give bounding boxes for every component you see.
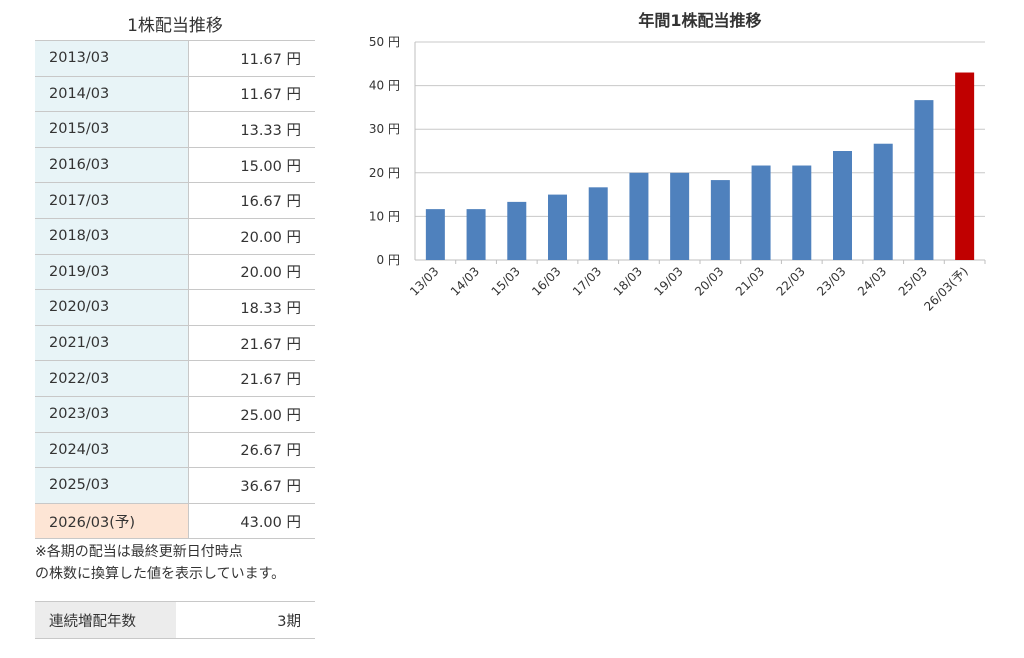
streak-value: 3期 (176, 601, 315, 640)
streak-label: 連続増配年数 (35, 601, 176, 640)
x-tick-label: 24/03 (855, 264, 889, 298)
period-cell: 2021/03 (35, 325, 189, 362)
x-tick-label: 14/03 (448, 264, 482, 298)
x-tick-label: 20/03 (692, 264, 726, 298)
x-tick-label: 17/03 (570, 264, 604, 298)
period-cell: 2017/03 (35, 182, 189, 219)
x-tick-label: 16/03 (529, 264, 563, 298)
y-tick-label: 50 円 (369, 35, 400, 49)
period-cell: 2014/03 (35, 76, 189, 113)
bar (914, 100, 934, 260)
bar (873, 143, 893, 260)
period-cell: 2015/03 (35, 111, 189, 148)
table-row: 2014/03 11.67 円 (35, 76, 315, 113)
amount-cell: 21.67 円 (188, 325, 315, 362)
bar (425, 209, 445, 260)
table-row: 2026/03(予) 43.00 円 (35, 503, 315, 540)
amount-cell: 18.33 円 (188, 289, 315, 326)
bar (629, 172, 649, 260)
dividend-table-panel: 1株配当推移 2013/03 11.67 円 2014/03 11.67 円 2015/… (35, 12, 315, 640)
x-tick-label: 15/03 (489, 264, 523, 298)
amount-cell: 26.67 円 (188, 432, 315, 469)
bar (466, 209, 486, 260)
amount-cell: 20.00 円 (188, 254, 315, 291)
x-tick-label: 13/03 (407, 264, 441, 298)
y-tick-label: 30 円 (369, 122, 400, 136)
bar (507, 201, 527, 260)
table-row: 2025/03 36.67 円 (35, 467, 315, 504)
period-cell: 2026/03(予) (35, 503, 189, 540)
dividend-table: 2013/03 11.67 円 2014/03 11.67 円 2015/03 13.33… (35, 40, 315, 540)
x-tick-label: 25/03 (896, 264, 930, 298)
amount-cell: 21.67 円 (188, 360, 315, 397)
bar (588, 187, 608, 260)
x-tick-label: 23/03 (814, 264, 848, 298)
amount-cell: 16.67 円 (188, 182, 315, 219)
table-row: 2013/03 11.67 円 (35, 40, 315, 77)
amount-cell: 36.67 円 (188, 467, 315, 504)
table-row: 2017/03 16.67 円 (35, 182, 315, 219)
x-tick-label: 22/03 (774, 264, 808, 298)
bar (548, 194, 567, 260)
y-tick-label: 10 円 (369, 209, 400, 223)
streak-row: 連続増配年数 3期 (35, 601, 315, 640)
x-tick-label: 26/03(予) (921, 264, 970, 313)
period-cell: 2013/03 (35, 40, 189, 77)
period-cell: 2022/03 (35, 360, 189, 397)
note-line-1: ※各期の配当は最終更新日付時点 (35, 544, 243, 561)
table-row: 2015/03 13.33 円 (35, 111, 315, 148)
amount-cell: 11.67 円 (188, 76, 315, 113)
table-row: 2024/03 26.67 円 (35, 432, 315, 469)
period-cell: 2025/03 (35, 467, 189, 504)
period-cell: 2023/03 (35, 396, 189, 433)
bar (792, 165, 812, 260)
chart-title: 年間1株配当推移 (638, 11, 761, 30)
period-cell: 2018/03 (35, 218, 189, 255)
chart-svg: 年間1株配当推移 0 円 10 円 20 円 30 円 40 円 50 円 13/03 14/0… (369, 11, 986, 314)
y-tick-label: 0 円 (377, 253, 400, 267)
amount-cell: 13.33 円 (188, 111, 315, 148)
bar (710, 180, 730, 260)
table-row: 2019/03 20.00 円 (35, 254, 315, 291)
amount-cell: 11.67 円 (188, 40, 315, 77)
amount-cell: 25.00 円 (188, 396, 315, 433)
x-tick-label: 21/03 (733, 264, 767, 298)
amount-cell: 15.00 円 (188, 147, 315, 184)
table-row: 2023/03 25.00 円 (35, 396, 315, 433)
period-cell: 2019/03 (35, 254, 189, 291)
bar (670, 172, 690, 260)
table-row: 2020/03 18.33 円 (35, 289, 315, 326)
table-title: 1株配当推移 (127, 16, 223, 36)
table-row: 2021/03 21.67 円 (35, 325, 315, 362)
period-cell: 2024/03 (35, 432, 189, 469)
streak-table: 連続増配年数 3期 (35, 601, 315, 640)
table-note: ※各期の配当は最終更新日付時点 の株数に換算した値を表示しています。 (35, 541, 315, 585)
y-tick-label: 20 円 (369, 166, 400, 180)
period-cell: 2016/03 (35, 147, 189, 184)
period-cell: 2020/03 (35, 289, 189, 326)
x-tick-label: 19/03 (651, 264, 685, 298)
bar (751, 165, 771, 260)
bar (833, 151, 852, 260)
y-tick-label: 40 円 (369, 79, 400, 93)
table-row: 2022/03 21.67 円 (35, 360, 315, 397)
note-line-2: の株数に換算した値を表示しています。 (35, 566, 286, 583)
x-tick-label: 18/03 (611, 264, 645, 298)
amount-cell: 43.00 円 (188, 503, 315, 540)
bar (955, 72, 975, 261)
table-row: 2018/03 20.00 円 (35, 218, 315, 255)
table-row: 2016/03 15.00 円 (35, 147, 315, 184)
amount-cell: 20.00 円 (188, 218, 315, 255)
dividend-chart: 年間1株配当推移 0 円 10 円 20 円 30 円 40 円 50 円 13/03 14/0… (345, 4, 1005, 344)
